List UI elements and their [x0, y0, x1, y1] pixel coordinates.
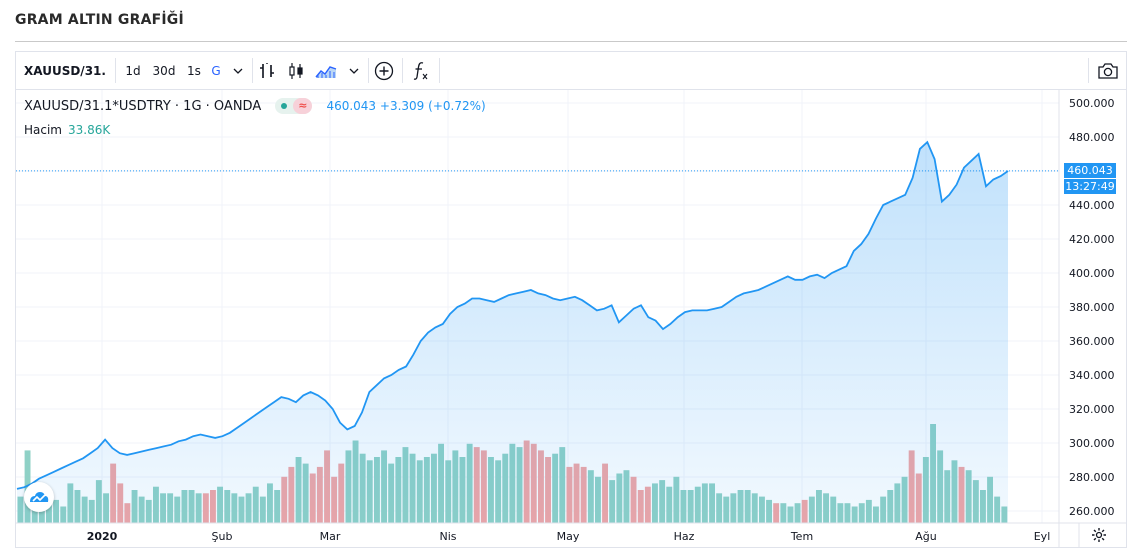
time-tick-label: 2020 [87, 530, 118, 543]
interval-1s-button[interactable]: 1s [187, 63, 201, 78]
settings-gear-icon[interactable] [1088, 524, 1110, 546]
price-tick-label: 280.000 [1069, 471, 1115, 484]
price-tick-label: 440.000 [1069, 199, 1115, 212]
price-tick-label: 500.000 [1069, 97, 1115, 110]
legend-change-pct: (+0.72%) [428, 99, 486, 113]
time-tick-label: Eyl [1034, 530, 1051, 543]
legend-last-price: 460.043 [326, 99, 377, 113]
time-tick-label: Ağu [915, 530, 936, 543]
toolbar-divider [439, 58, 440, 83]
chevron-down-icon[interactable] [344, 52, 364, 89]
legend-symbol[interactable]: XAUUSD/31.1*USDTRY · 1G · OANDA [24, 98, 262, 114]
time-tick-label: May [557, 530, 580, 543]
market-open-dot-icon [281, 103, 288, 109]
plus-circle-icon[interactable] [371, 52, 397, 89]
toolbar-divider [252, 58, 253, 83]
function-icon[interactable] [408, 52, 434, 89]
toolbar-divider [1088, 58, 1089, 83]
price-axis: 500.000480.000460.000440.000420.000400.0… [1069, 97, 1115, 518]
bar-chart-icon[interactable] [255, 52, 279, 89]
legend-values: 460.043 +3.309 (+0.72%) [326, 99, 485, 113]
symbol-label: XAUUSD/31. [24, 63, 106, 78]
toolbar-divider [368, 58, 369, 83]
area-chart-icon[interactable] [313, 52, 339, 89]
approx-icon: ≈ [293, 98, 313, 114]
volume-legend: Hacim 33.86K [24, 123, 110, 137]
chart-legend: XAUUSD/31.1*USDTRY · 1G · OANDA ≈ 460.04… [24, 98, 486, 114]
tradingview-logo-icon[interactable] [24, 482, 54, 512]
toolbar-divider [402, 58, 403, 83]
page-title: GRAM ALTIN GRAFİĞİ [15, 12, 184, 28]
camera-icon[interactable] [1090, 52, 1126, 89]
price-tick-label: 380.000 [1069, 301, 1115, 314]
time-tick-label: Haz [674, 530, 695, 543]
chart-toolbar: XAUUSD/31. 1d 30d 1s G [16, 52, 1126, 90]
price-tick-label: 480.000 [1069, 131, 1115, 144]
price-tick-label: 300.000 [1069, 437, 1115, 450]
chevron-down-icon[interactable] [228, 52, 248, 89]
volume-value: 33.86K [68, 123, 111, 137]
current-price-tag: 460.043 [1064, 162, 1116, 178]
time-tick-label: Nis [439, 530, 456, 543]
interval-g-button[interactable]: G [211, 63, 221, 78]
legend-change: +3.309 [379, 99, 425, 113]
time-tick-label: Mar [320, 530, 341, 543]
symbol-search-button[interactable]: XAUUSD/31. [16, 52, 114, 89]
price-line [16, 140, 1009, 490]
price-tick-label: 260.000 [1069, 505, 1115, 518]
chart-widget: XAUUSD/31. 1d 30d 1s G [15, 51, 1127, 548]
price-tick-label: 360.000 [1069, 335, 1115, 348]
interval-1d-button[interactable]: 1d [125, 63, 141, 78]
price-tick-label: 420.000 [1069, 233, 1115, 246]
interval-30d-button[interactable]: 30d [152, 63, 176, 78]
market-status-badge: ≈ [275, 98, 313, 114]
volume-label: Hacim [24, 123, 62, 137]
countdown-tag: 13:27:49 [1064, 178, 1116, 194]
price-area-fill [17, 142, 1008, 523]
time-tick-label: Şub [212, 530, 233, 543]
time-tick-label: Tem [790, 530, 813, 543]
price-chart[interactable]: 500.000480.000460.000440.000420.000400.0… [16, 90, 1126, 548]
candlestick-icon[interactable] [284, 52, 308, 89]
price-tick-label: 340.000 [1069, 369, 1115, 382]
title-divider [15, 41, 1127, 42]
price-tick-label: 320.000 [1069, 403, 1115, 416]
toolbar-divider [115, 58, 116, 83]
price-tick-label: 400.000 [1069, 267, 1115, 280]
time-axis: 2020 Şub Mar Nis May Haz Tem Ağu Eyl [87, 530, 1051, 543]
